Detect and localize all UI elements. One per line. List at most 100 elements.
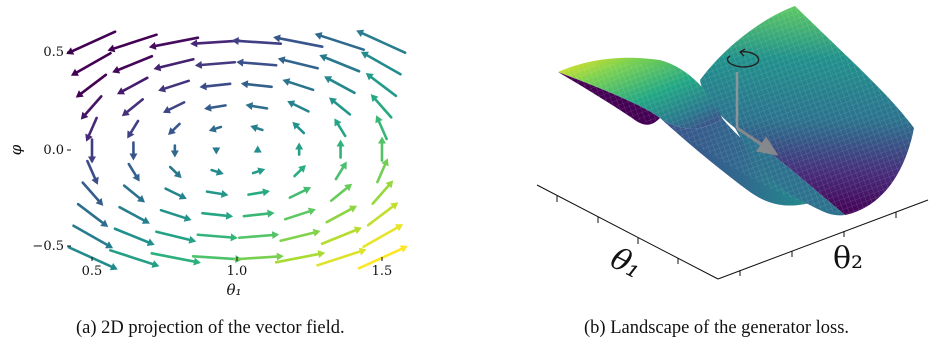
quiver-arrow-shaft (274, 36, 324, 49)
quiver-arrow-head (358, 247, 367, 256)
quiver-arrow-head (236, 58, 244, 67)
panel-a-axes: 0.5 0.0 −0.5 0.5 1.0 1.5 θ₁ φ (7, 45, 392, 299)
quiver-arrow-shaft (233, 39, 283, 46)
caption-b: (b) Landscape of the generator loss. (584, 318, 850, 338)
quiver-arrow-shaft (357, 30, 407, 55)
quiver-arrow-head (132, 173, 140, 182)
quiver-arrow-shaft (150, 36, 200, 49)
quiver-arrow-head (303, 186, 312, 194)
quiver-arrow-shaft (81, 95, 103, 119)
caption-a: (a) 2D projection of the vector field. (76, 318, 345, 338)
quiver-arrow-head (75, 90, 84, 98)
quiver-arrow-shaft (109, 33, 158, 52)
y-tick-label: 0.5 (43, 45, 64, 60)
quiver-arrow-shaft (76, 202, 108, 227)
quiver-arrow-shaft (320, 54, 361, 73)
quiver-arrow-head (253, 145, 262, 153)
quiver-arrow-shaft (233, 254, 283, 261)
x-tick-label: 0.5 (82, 264, 103, 279)
quiver-arrow-shaft (191, 39, 241, 46)
quiver-arrow-shaft (283, 208, 315, 221)
quiver-arrow-head (231, 36, 239, 45)
quiver-arrow-head (319, 54, 328, 62)
quiver-arrow-head (250, 124, 259, 132)
quiver-arrow-head (324, 76, 333, 84)
quiver-arrow-shaft (67, 30, 117, 55)
quiver-arrow-head (312, 228, 321, 237)
quiver-arrow-head (162, 106, 171, 114)
quiver-arrow-head (127, 130, 135, 139)
quiver-arrow-head (153, 63, 162, 72)
quiver-arrow-head (137, 194, 145, 203)
quiver-arrow-head (385, 180, 394, 189)
quiver-arrow-shaft (113, 227, 154, 246)
quiver-arrow-head (353, 226, 362, 234)
quiver-arrows (66, 29, 408, 271)
quiver-arrow-shaft (72, 51, 112, 76)
quiver-arrow-shaft (325, 76, 356, 95)
quiver-arrow-shaft (316, 33, 365, 52)
x-tick-label: 1.0 (227, 264, 248, 279)
quiver-arrow-head (148, 42, 157, 50)
quiver-arrow-head (307, 207, 316, 216)
quiver-arrow-head (360, 51, 369, 59)
quiver-arrow-shaft (325, 205, 356, 224)
quiver-arrow-head (141, 216, 150, 224)
quiver-arrow-head (336, 139, 345, 147)
quiver-arrow-shaft (274, 252, 324, 264)
quiver-arrow-head (298, 164, 306, 173)
quiver-arrow-head (370, 94, 379, 103)
quiver-arrow-head (116, 87, 125, 95)
quiver-arrow-head (199, 82, 207, 91)
quiver-arrow-head (168, 127, 176, 136)
quiver-arrow-head (88, 156, 96, 164)
quiver-arrow-shaft (362, 224, 402, 249)
quiver-arrow-head (314, 32, 323, 40)
quiver-arrow-head (287, 100, 296, 108)
quiver-arrow-head (85, 133, 93, 142)
quiver-arrow-head (317, 250, 326, 258)
quiver-arrow-head (334, 118, 342, 127)
quiver-arrow-head (66, 47, 75, 55)
quiver-arrow-head (100, 219, 109, 227)
quiver-arrow-head (240, 80, 249, 89)
quiver-arrow-head (70, 68, 79, 76)
quiver-arrow-shaft (279, 57, 319, 70)
quiver-arrow-head (188, 235, 197, 244)
quiver-arrow-shaft (362, 51, 402, 76)
quiver-arrow-head (105, 241, 114, 249)
quiver-arrow-head (344, 183, 353, 192)
quiver-arrow-head (129, 153, 138, 161)
quiver-arrow-head (173, 170, 182, 179)
quiver-arrow-head (282, 78, 291, 86)
quiver-arrow-shaft (279, 230, 319, 243)
quiver-arrow-head (107, 44, 116, 53)
quiver-arrow-head (257, 167, 266, 176)
y-tick-label: 0.0 (43, 143, 64, 158)
quiver-arrow-shaft (371, 95, 393, 119)
quiver-arrow-shaft (242, 82, 273, 89)
quiver-arrow-shaft (159, 79, 191, 92)
quiver-arrow-shaft (242, 211, 273, 218)
quiver-arrow-shaft (366, 73, 398, 98)
quiver-arrow-head (190, 39, 198, 48)
quiver-arrow-head (80, 111, 89, 120)
quiver-arrow-shaft (76, 73, 108, 98)
quiver-arrow-head (381, 158, 389, 167)
quiver-arrow-shaft (196, 233, 237, 240)
quiver-arrow-head (292, 121, 301, 130)
quiver-arrow-head (91, 176, 99, 185)
quiver-arrow-shaft (366, 202, 398, 227)
quiver-arrow-head (193, 257, 201, 266)
quiver-arrow-head (295, 142, 304, 150)
quiver-arrow-shaft (150, 252, 200, 264)
quiver-arrow-head (245, 102, 254, 110)
quiver-arrow-shaft (237, 60, 278, 67)
quiver-arrow-head (146, 238, 155, 246)
quiver-arrow-head (395, 224, 404, 232)
quiver-arrow-shaft (109, 249, 158, 267)
quiver-arrow-shaft (118, 205, 149, 224)
quiver-arrow-shaft (371, 181, 393, 205)
quiver-arrow-head (276, 252, 284, 261)
y-axis-label: φ (7, 144, 25, 155)
